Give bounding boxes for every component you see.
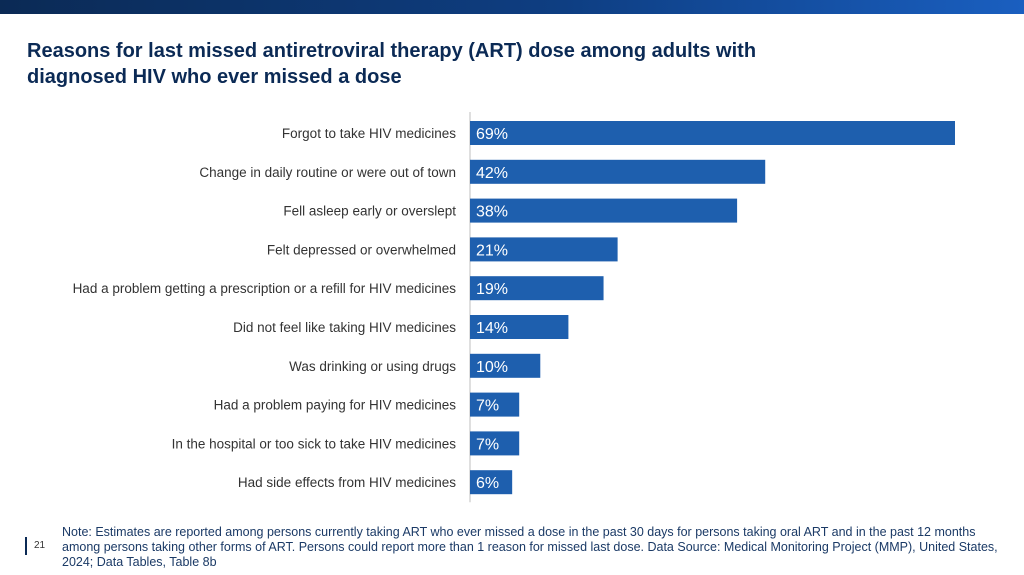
data-label: 69% [476, 126, 508, 143]
category-label: Did not feel like taking HIV medicines [233, 320, 456, 335]
category-label: Change in daily routine or were out of t… [199, 165, 456, 180]
category-label: Had side effects from HIV medicines [238, 475, 456, 490]
category-label: Fell asleep early or overslept [283, 204, 456, 219]
bar [470, 237, 618, 262]
data-label: 14% [476, 320, 508, 337]
bar [470, 121, 955, 145]
data-label: 38% [476, 204, 508, 221]
bar [470, 198, 738, 223]
data-label: 10% [476, 359, 508, 376]
bar [470, 431, 520, 456]
category-label: Felt depressed or overwhelmed [267, 242, 456, 257]
page-number: 21 [34, 540, 46, 551]
data-label: 7% [476, 436, 499, 453]
page-title: Reasons for last missed antiretroviral t… [27, 40, 757, 88]
bar [470, 353, 541, 378]
footnote: Note: Estimates are reported among perso… [62, 525, 998, 569]
data-label: 21% [476, 242, 508, 259]
category-label: Had a problem paying for HIV medicines [214, 398, 457, 413]
bar-chart: Forgot to take HIV medicines 69% Change in… [73, 112, 955, 503]
bar [470, 315, 569, 339]
bar [470, 276, 604, 301]
data-label: 6% [476, 475, 499, 492]
category-label: Was drinking or using drugs [289, 359, 456, 374]
bar [470, 392, 520, 417]
category-label: Forgot to take HIV medicines [282, 126, 456, 141]
bar [470, 470, 513, 495]
bar [470, 159, 766, 184]
top-banner [0, 0, 1024, 14]
data-label: 42% [476, 165, 508, 182]
category-label: In the hospital or too sick to take HIV … [172, 436, 457, 451]
category-label: Had a problem getting a prescription or … [73, 281, 457, 296]
data-label: 19% [476, 281, 508, 298]
data-label: 7% [476, 398, 499, 415]
footer-accent-bar [25, 537, 27, 555]
